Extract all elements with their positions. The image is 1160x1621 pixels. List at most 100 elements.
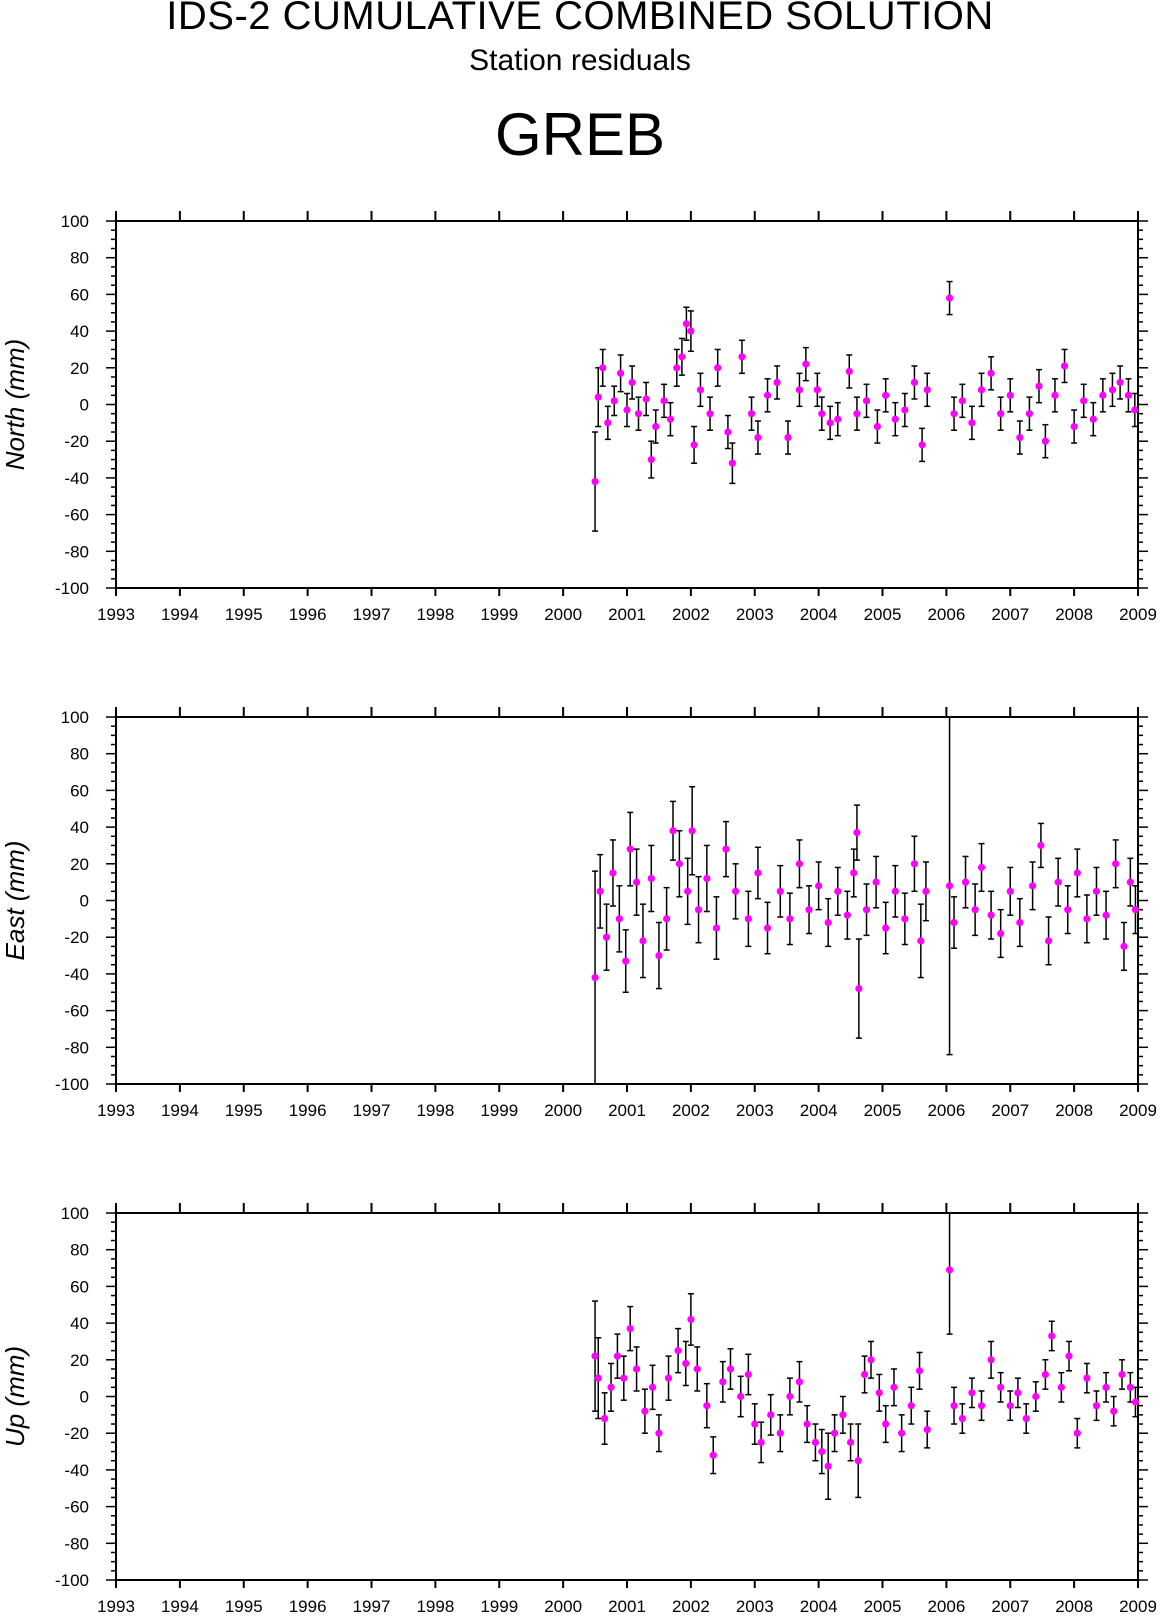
data-point [853, 410, 861, 418]
data-point [795, 1378, 804, 1386]
data-point [641, 1407, 649, 1415]
data-point [728, 459, 736, 467]
x-tick-label: 2003 [736, 1101, 774, 1120]
plot-frame [115, 716, 1139, 1085]
y-tick-label: 0 [80, 1388, 89, 1407]
data-point [696, 386, 705, 394]
data-point [747, 410, 756, 418]
x-tick-label: 1997 [353, 1101, 391, 1120]
data-point [703, 1402, 711, 1410]
data-point [1092, 1402, 1101, 1410]
x-tick-label: 2008 [1055, 605, 1093, 624]
x-tick-label: 2004 [800, 605, 838, 624]
x-tick-label: 2007 [991, 605, 1029, 624]
data-point [1102, 1383, 1110, 1391]
data-point [738, 353, 746, 361]
x-tick-label: 1995 [225, 605, 263, 624]
data-point [607, 1383, 615, 1391]
x-tick-label: 2006 [927, 1597, 965, 1616]
y-tick-label: 0 [80, 396, 89, 415]
data-point [663, 915, 671, 923]
data-point [763, 924, 772, 932]
x-tick-label: 1997 [353, 605, 391, 624]
data-point [824, 918, 832, 927]
data-point [1108, 386, 1117, 394]
data-point [1037, 841, 1045, 850]
x-tick-label: 2007 [991, 1597, 1029, 1616]
data-point [610, 397, 618, 405]
data-point [1092, 887, 1101, 895]
plot-frame [115, 1212, 1139, 1581]
data-point [1126, 1383, 1134, 1391]
data-point [882, 1420, 890, 1428]
x-tick-label: 2007 [991, 1101, 1029, 1120]
x-tick-label: 1999 [480, 1101, 518, 1120]
y-tick-label: -100 [55, 1075, 89, 1094]
data-point [687, 327, 695, 335]
chart-title: IDS-2 CUMULATIVE COMBINED SOLUTION [166, 0, 994, 38]
data-point [1131, 406, 1139, 414]
y-tick-label: 40 [70, 322, 89, 341]
data-point [977, 386, 986, 394]
data-point [786, 915, 794, 923]
data-point [1048, 1332, 1056, 1340]
x-tick-label: 2004 [800, 1101, 838, 1120]
data-point [737, 1392, 745, 1401]
data-point [826, 419, 834, 427]
y-tick-label: -40 [64, 965, 89, 984]
data-point [1060, 362, 1069, 370]
data-point [626, 1325, 634, 1333]
x-tick-label: 2008 [1055, 1597, 1093, 1616]
data-point [958, 1414, 966, 1423]
data-point [987, 369, 995, 377]
data-point [875, 1389, 883, 1397]
data-point [626, 845, 634, 853]
data-point [1065, 1352, 1073, 1360]
data-point [767, 1411, 775, 1419]
data-point [862, 397, 871, 405]
data-point [754, 433, 762, 442]
y-tick-label: -20 [64, 432, 89, 451]
data-point [850, 869, 858, 877]
data-point [596, 887, 604, 895]
data-point [945, 294, 954, 302]
x-tick-label: 2009 [1119, 1101, 1157, 1120]
data-point [642, 395, 650, 403]
data-point [776, 1429, 784, 1437]
data-point [1124, 391, 1133, 399]
data-point [1110, 1407, 1118, 1415]
data-point [961, 878, 970, 886]
data-point [726, 1365, 735, 1373]
data-point [1083, 915, 1091, 923]
data-point [591, 477, 599, 486]
data-point [1120, 942, 1128, 950]
data-point [763, 391, 772, 399]
data-point [1131, 906, 1140, 914]
data-point [682, 1359, 690, 1368]
data-point [855, 984, 863, 993]
y-tick-label: -20 [64, 1424, 89, 1443]
data-point [1102, 911, 1110, 919]
data-point [688, 827, 696, 835]
data-point [834, 415, 842, 423]
data-point [987, 1356, 995, 1364]
y-tick-label: -80 [64, 1038, 89, 1057]
panel-north: 1993 1994 1995 1996 1997 1998 1999 2000 2001 2002… [0, 211, 1157, 624]
y-tick-label: 80 [70, 745, 89, 764]
y-tick-label: 20 [70, 1351, 89, 1370]
data-point [647, 455, 655, 464]
data-point [1044, 937, 1053, 945]
data-point [617, 369, 625, 377]
x-tick-label: 1993 [97, 1597, 135, 1616]
data-point [813, 386, 821, 394]
data-point [968, 419, 976, 427]
x-tick-label: 1993 [97, 605, 135, 624]
data-point [872, 878, 880, 886]
data-point [744, 1370, 752, 1379]
data-point [945, 882, 954, 890]
data-point [1118, 1370, 1126, 1379]
data-point [882, 391, 890, 399]
data-point [950, 918, 958, 927]
y-tick-label: -40 [64, 469, 89, 488]
x-tick-label: 1997 [353, 1597, 391, 1616]
